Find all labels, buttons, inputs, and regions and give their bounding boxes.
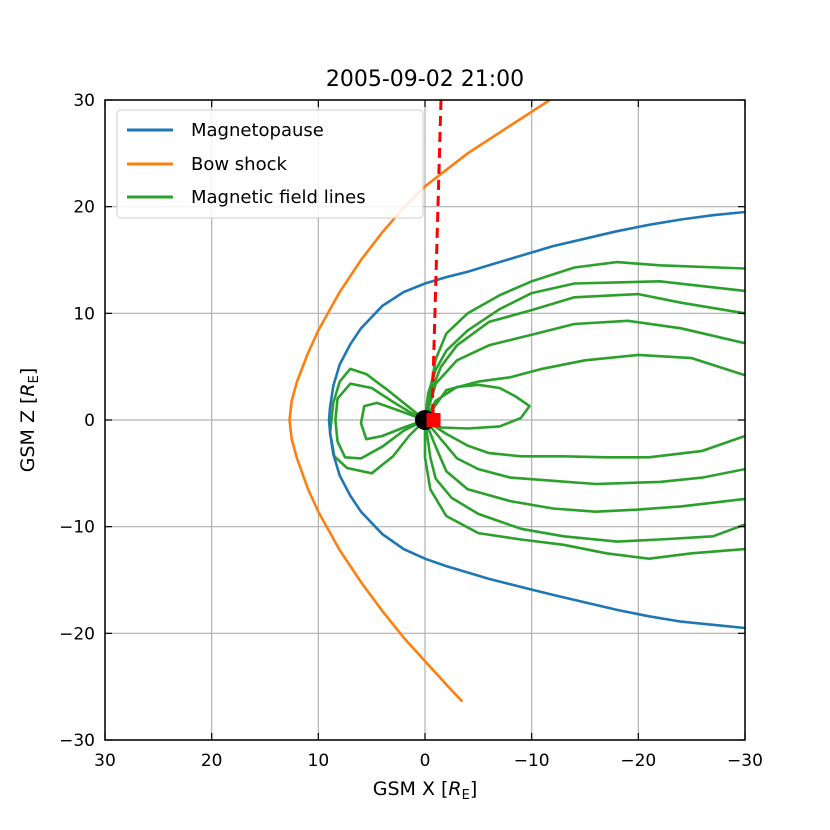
- chart-title: 2005-09-02 21:00: [326, 67, 524, 92]
- field-line-1: [423, 260, 745, 421]
- legend: Magnetopause Bow shock Magnetic field li…: [116, 109, 424, 219]
- field-line-9: [423, 419, 745, 514]
- field-line-11: [423, 420, 745, 561]
- series-layer: [288, 100, 745, 703]
- field-line-2: [423, 279, 745, 421]
- x-axis-ticks: 30 20 10 0 −10 −20 −30: [94, 100, 763, 771]
- x-axis-label: GSM X [RE]: [373, 778, 478, 803]
- field-line-10: [423, 419, 745, 543]
- legend-label-magnetopause: Magnetopause: [191, 120, 324, 141]
- y-tick-label: 0: [84, 411, 95, 431]
- y-tick-label: −10: [59, 518, 95, 538]
- field-line-5: [423, 353, 745, 421]
- y-axis-ticks: −30 −20 −10 0 10 20 30: [59, 91, 745, 751]
- field-line-4: [423, 319, 745, 421]
- field-line-3: [423, 292, 745, 421]
- y-axis-label: GSM Z [RE]: [17, 368, 42, 473]
- x-tick-label: 0: [420, 751, 431, 771]
- y-tick-label: 20: [73, 198, 95, 218]
- spacecraft-marker: [426, 413, 441, 427]
- x-tick-label: 30: [94, 751, 116, 771]
- y-tick-label: −30: [59, 731, 95, 751]
- legend-label-bow-shock: Bow shock: [191, 154, 288, 175]
- y-tick-label: −20: [59, 624, 95, 644]
- legend-label-field-lines: Magnetic field lines: [191, 187, 366, 208]
- y-tick-label: 30: [73, 91, 95, 111]
- field-line-12: [328, 367, 426, 475]
- x-tick-label: −20: [620, 751, 656, 771]
- field-line-7: [424, 418, 745, 459]
- y-tick-label: 10: [73, 304, 95, 324]
- field-line-14: [359, 401, 426, 441]
- x-tick-label: −30: [727, 751, 763, 771]
- x-tick-label: 10: [308, 751, 330, 771]
- x-tick-label: −10: [514, 751, 550, 771]
- marker-layer: [415, 100, 443, 430]
- field-line-6: [423, 383, 531, 430]
- field-line-13: [334, 382, 426, 460]
- x-tick-label: 20: [201, 751, 223, 771]
- magnetopause-line: [327, 210, 745, 630]
- legend-box: [116, 109, 424, 219]
- field-line-8: [424, 419, 745, 486]
- spacecraft-track: [430, 100, 443, 421]
